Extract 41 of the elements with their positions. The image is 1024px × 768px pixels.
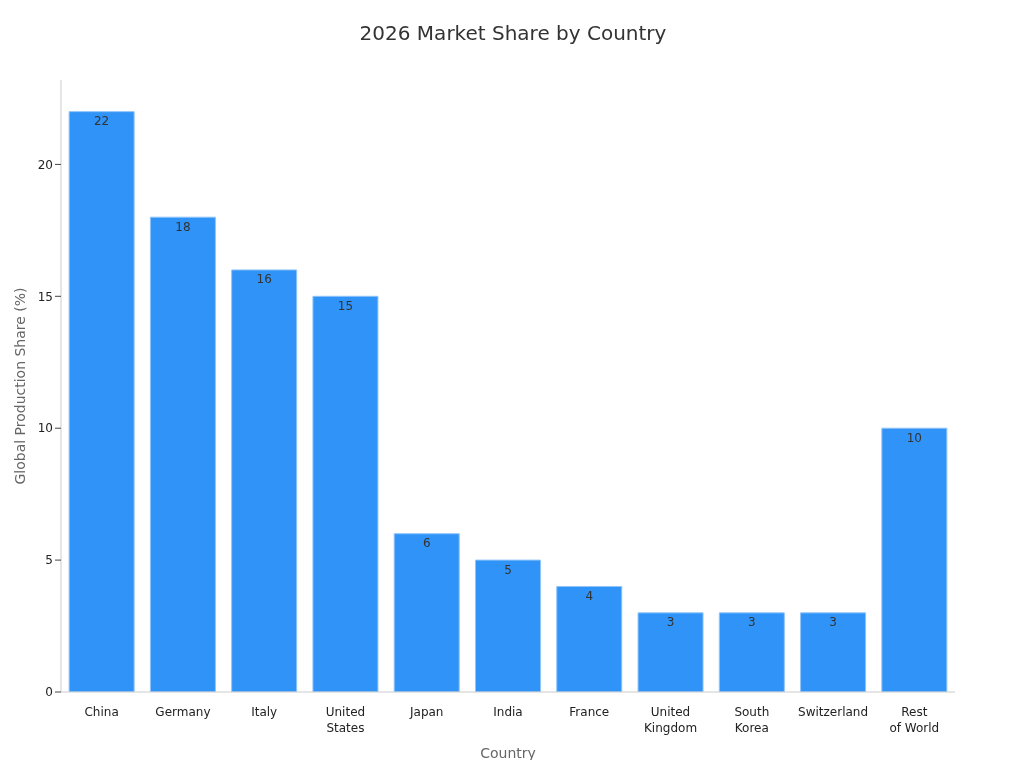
data-label: 10 [906,430,922,445]
data-label: 22 [93,114,110,129]
x-tick-label: Italy [251,705,278,719]
data-label: 3 [666,615,675,630]
data-label: 15 [337,298,354,313]
bar [800,612,867,692]
x-tick-label: Rest of World [889,705,940,735]
bar [637,612,704,692]
y-tick-label: 15 [37,289,53,304]
data-label: 6 [422,536,431,551]
x-tick-label: South Korea [734,705,770,735]
data-label: 3 [747,615,756,630]
y-tick-label: 10 [37,421,53,436]
bar [312,295,379,692]
x-tick-label: France [569,705,610,719]
data-label: 16 [256,272,272,287]
y-tick-label: 20 [37,157,53,172]
y-tick-label: 0 [45,685,53,700]
bar [881,427,948,692]
y-tick-label: 5 [45,553,53,568]
x-tick-label: United Kingdom [644,705,698,735]
x-tick-label: Japan [408,705,444,719]
x-tick-label: India [493,705,523,719]
bar [68,111,135,692]
bar [393,533,460,692]
y-axis-title: Global Production Share (%) [11,287,28,485]
data-label: 18 [175,219,191,234]
x-tick-label: China [84,705,119,719]
bar [474,559,541,692]
chart-title: 2026 Market Share by Country [359,21,667,45]
x-axis-title: Country [480,745,536,761]
x-tick-label: United States [325,705,366,735]
bar [149,216,216,692]
bar [556,585,623,692]
x-tick-label: Germany [155,705,211,719]
x-tick-label: Switzerland [798,705,869,719]
bar [231,269,298,692]
bar [718,612,785,692]
data-label: 3 [829,615,837,630]
data-label: 4 [585,589,594,603]
data-label: 5 [504,562,512,577]
